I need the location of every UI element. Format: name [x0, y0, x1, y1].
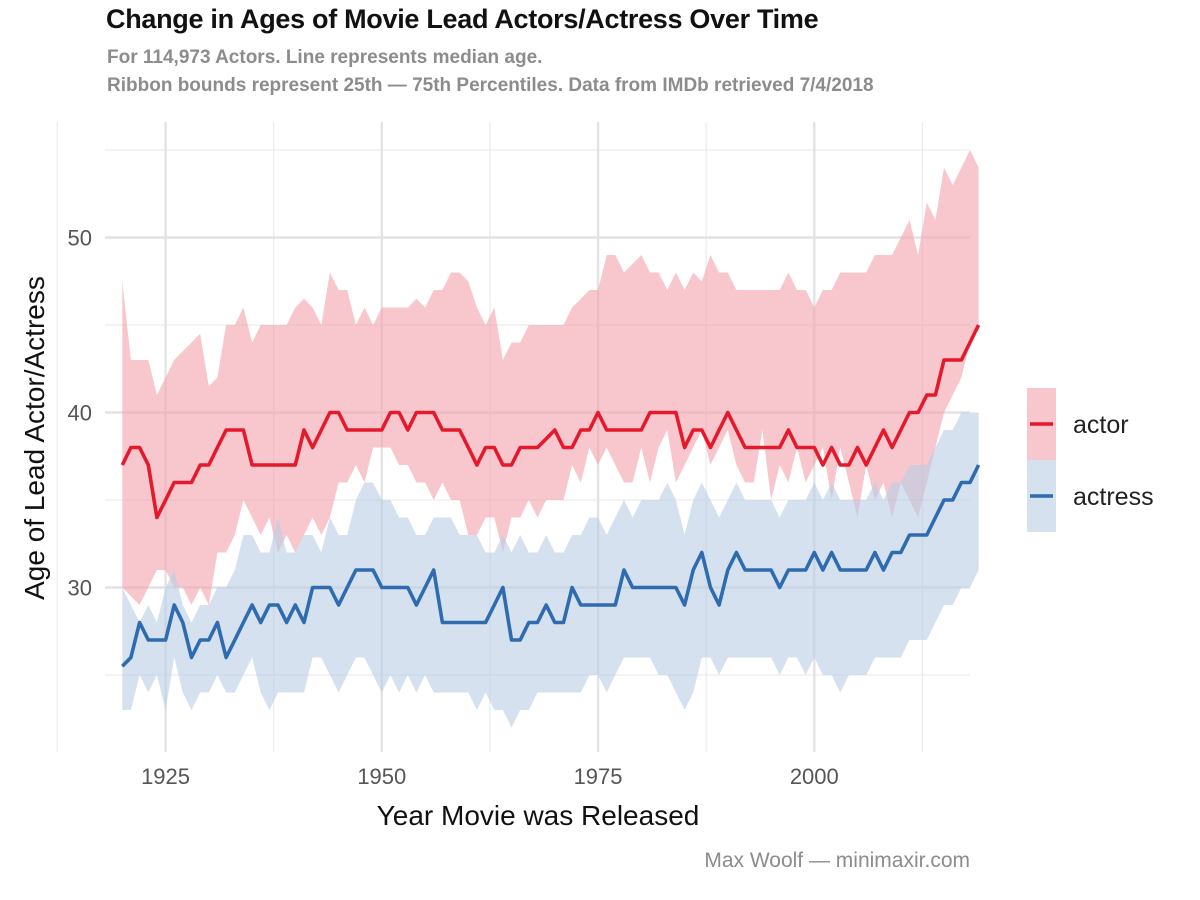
chart-subtitle-line-1: For 114,973 Actors. Line represents medi… — [107, 47, 543, 68]
legend: actor actress — [1027, 388, 1154, 532]
chart-subtitle-line-2: Ribbon bounds represent 25th — 75th Perc… — [107, 75, 874, 96]
x-tick-label-1975: 1975 — [574, 764, 623, 789]
legend-label-actor: actor — [1073, 411, 1129, 439]
percentile-ribbons — [122, 150, 979, 728]
chart-caption: Max Woolf — minimaxir.com — [704, 849, 970, 872]
x-tick-label-1950: 1950 — [357, 764, 406, 789]
y-axis-tick-labels: 30 40 50 — [68, 226, 92, 601]
ribbon-actress — [122, 412, 979, 728]
line-actress — [121, 464, 981, 668]
y-tick-label-30: 30 — [68, 576, 92, 601]
y-axis-title: Age of Lead Actor/Actress — [19, 276, 50, 600]
line-actor — [120, 324, 981, 520]
x-tick-label-2000: 2000 — [790, 764, 839, 789]
y-tick-label-50: 50 — [68, 226, 92, 251]
x-axis-title: Year Movie was Released — [377, 800, 700, 831]
y-tick-label-40: 40 — [68, 401, 92, 426]
ribbon-actor — [122, 150, 979, 605]
median-lines — [120, 324, 981, 668]
legend-label-actress: actress — [1073, 483, 1154, 511]
x-tick-label-1925: 1925 — [141, 764, 190, 789]
chart-title: Change in Ages of Movie Lead Actors/Actr… — [106, 4, 819, 34]
x-axis-tick-labels: 1925 1950 1975 2000 — [141, 764, 839, 789]
